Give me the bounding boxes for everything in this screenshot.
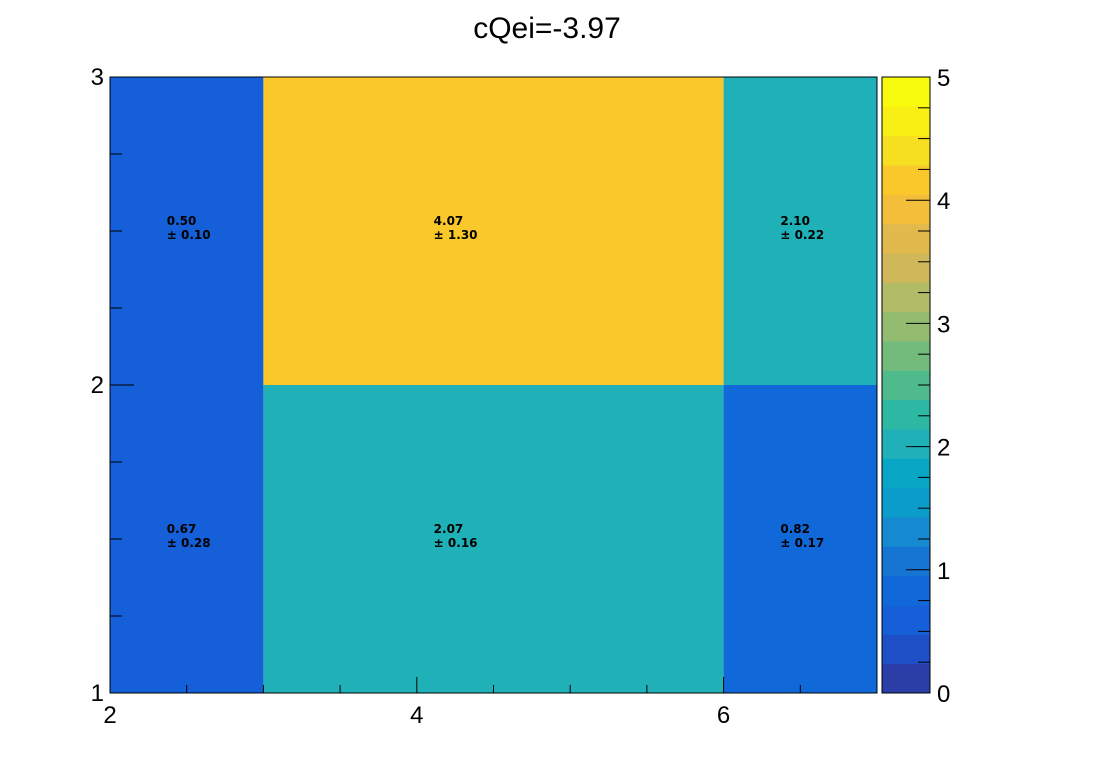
z-tick-label: 0 — [937, 681, 950, 708]
x-tick-label: 2 — [103, 702, 116, 729]
chart-title: cQei=-3.97 — [473, 12, 621, 45]
z-tick-label: 3 — [937, 311, 950, 338]
cell-value-label: 4.07 — [434, 214, 464, 228]
color-scale-segment — [882, 546, 930, 577]
cell-error-label: ± 0.22 — [780, 228, 824, 242]
x-tick-label: 4 — [410, 702, 423, 729]
cell-error-label: ± 0.28 — [167, 536, 211, 550]
color-scale-segment — [882, 458, 930, 489]
color-scale-segment — [882, 135, 930, 166]
color-scale-segment — [882, 106, 930, 137]
color-scale-segment — [882, 399, 930, 430]
heatmap-cell — [110, 77, 264, 385]
z-tick-label: 4 — [937, 188, 950, 215]
color-scale-segment — [882, 253, 930, 283]
y-tick-label: 1 — [91, 680, 104, 707]
heatmap-cell — [263, 385, 724, 693]
z-tick-label: 1 — [937, 558, 950, 585]
heatmap-cell — [723, 77, 877, 385]
x-tick-label: 6 — [717, 702, 730, 729]
y-tick-label: 3 — [91, 64, 104, 91]
z-tick-label: 2 — [937, 435, 950, 462]
color-scale-segment — [882, 165, 930, 195]
cell-value-label: 2.10 — [780, 214, 810, 228]
color-scale-segment — [882, 311, 930, 342]
color-scale-segment — [882, 663, 930, 694]
color-scale-segment — [882, 634, 930, 665]
color-scale-segment — [882, 487, 930, 518]
color-scale-segment — [882, 517, 930, 547]
cell-error-label: ± 0.16 — [434, 536, 478, 550]
color-scale-segment — [882, 429, 930, 459]
color-scale-bar: 0 1 2 3 4 5 — [881, 65, 950, 708]
cell-labels: 0.50± 0.10 4.07± 1.30 2.10± 0.22 0.67± 0.28… — [167, 214, 824, 550]
y-tick-label: 2 — [91, 372, 104, 399]
cell-value-label: 0.50 — [167, 214, 197, 228]
cell-error-label: ± 1.30 — [434, 228, 478, 242]
color-scale-segment — [882, 282, 930, 313]
color-scale-segment — [882, 605, 930, 635]
cell-error-label: ± 0.17 — [780, 536, 824, 550]
color-scale-segment — [882, 194, 930, 225]
cell-error-label: ± 0.10 — [167, 228, 211, 242]
heatmap-cell — [723, 385, 877, 693]
cell-value-label: 0.82 — [780, 522, 810, 536]
heatmap-cell — [263, 77, 724, 385]
cell-value-label: 2.07 — [434, 522, 464, 536]
color-scale-segment — [882, 341, 930, 371]
color-scale-segment — [882, 77, 930, 107]
z-tick-label: 5 — [937, 65, 950, 92]
color-scale-segment — [882, 223, 930, 254]
heatmap-cell — [110, 385, 264, 693]
cell-value-label: 0.67 — [167, 522, 197, 536]
heatmap-cells — [110, 77, 877, 693]
